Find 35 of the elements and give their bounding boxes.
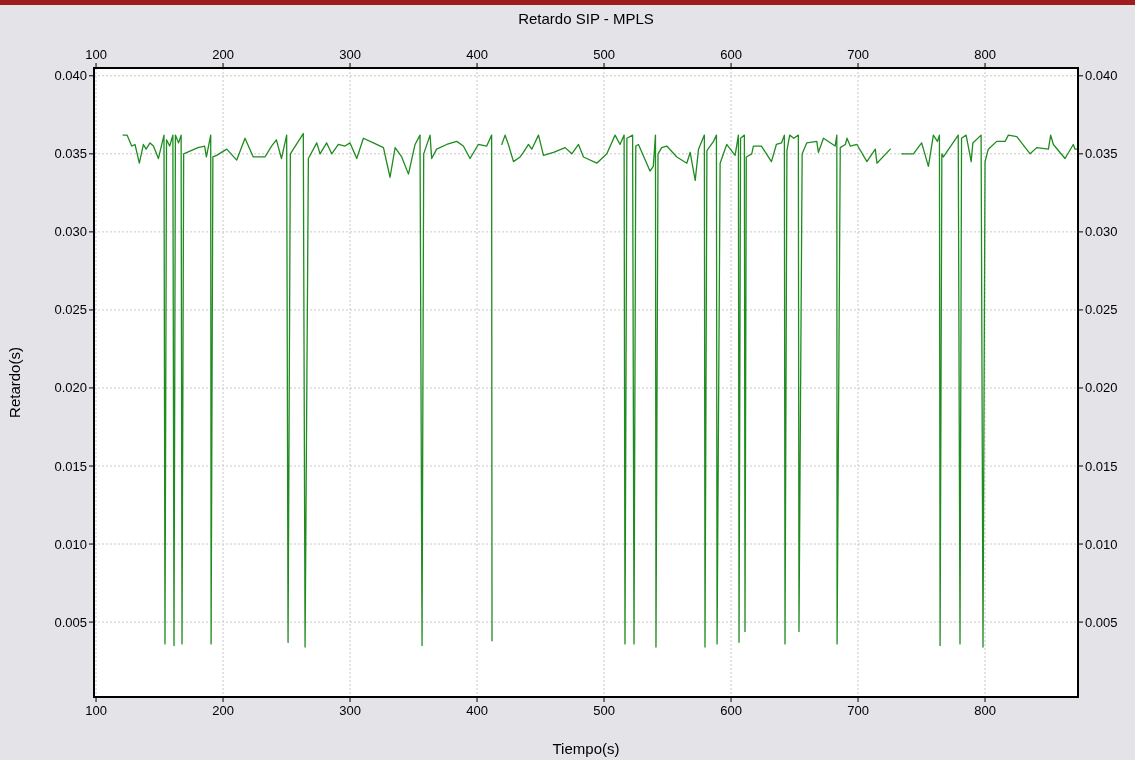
y-tick-label: 0.025 bbox=[54, 302, 87, 318]
y2-tick-label: 0.020 bbox=[1085, 380, 1118, 396]
x-tick-label: 300 bbox=[339, 47, 361, 62]
x-tick-label: 500 bbox=[593, 47, 615, 62]
y2-tick-label: 0.040 bbox=[1085, 68, 1118, 84]
x2-tick-label: 400 bbox=[466, 703, 488, 718]
x2-tick-label: 300 bbox=[339, 703, 361, 718]
x-tick-label: 400 bbox=[466, 47, 488, 62]
x2-tick-label: 700 bbox=[847, 703, 869, 718]
x-tick-label: 600 bbox=[720, 47, 742, 62]
y2-tick-label: 0.030 bbox=[1085, 224, 1118, 240]
y-tick-label: 0.005 bbox=[54, 614, 87, 630]
y-tick-label: 0.020 bbox=[54, 380, 87, 396]
x2-tick-label: 200 bbox=[212, 703, 234, 718]
y-tick-label: 0.010 bbox=[54, 536, 87, 552]
chart-title: Retardo SIP - MPLS bbox=[518, 10, 654, 27]
x-tick-label: 200 bbox=[212, 47, 234, 62]
y-tick-label: 0.035 bbox=[54, 146, 87, 162]
y-tick-label: 0.030 bbox=[54, 224, 87, 240]
y2-tick-label: 0.025 bbox=[1085, 302, 1118, 318]
y2-tick-label: 0.035 bbox=[1085, 146, 1118, 162]
x2-tick-label: 100 bbox=[85, 703, 107, 718]
y2-tick-label: 0.010 bbox=[1085, 536, 1118, 552]
x2-tick-label: 500 bbox=[593, 703, 615, 718]
x-tick-label: 700 bbox=[847, 47, 869, 62]
x-tick-label: 800 bbox=[974, 47, 996, 62]
y-axis-title: Retardo(s) bbox=[6, 347, 23, 418]
x2-tick-label: 800 bbox=[974, 703, 996, 718]
x-axis-title: Tiempo(s) bbox=[552, 740, 620, 757]
y2-tick-label: 0.005 bbox=[1085, 614, 1118, 630]
x-tick-label: 100 bbox=[85, 47, 107, 62]
y2-tick-label: 0.015 bbox=[1085, 458, 1118, 474]
x2-tick-label: 600 bbox=[720, 703, 742, 718]
y-tick-label: 0.015 bbox=[54, 458, 87, 474]
y-tick-label: 0.040 bbox=[54, 68, 87, 84]
